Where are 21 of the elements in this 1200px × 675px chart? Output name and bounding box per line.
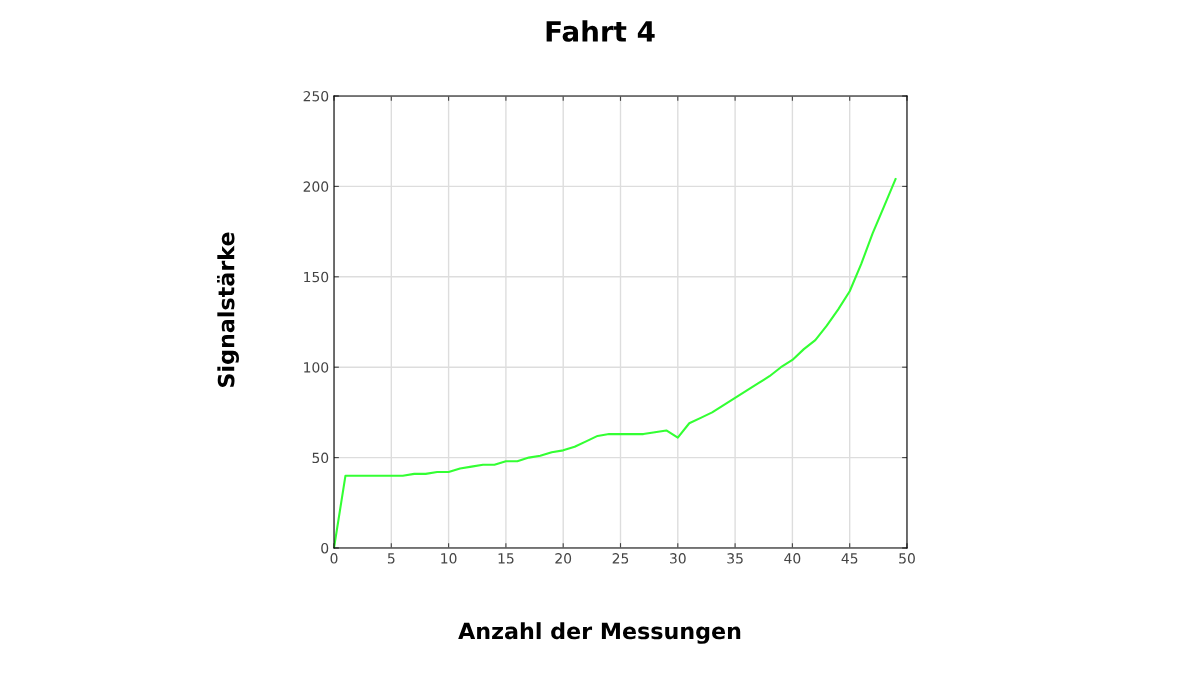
x-tick-label: 5 [387,553,395,564]
y-tick-label: 0 [321,542,329,554]
x-tick-label: 40 [784,553,801,564]
x-tick-label: 50 [899,553,915,564]
x-axis-title: Anzahl der Messungen [458,622,741,644]
y-axis-title: Signalstärke [217,232,239,387]
line-series [334,178,897,548]
x-tick-label: 20 [555,553,572,564]
y-tick-label: 100 [304,362,329,373]
x-tick-label: 30 [670,553,686,564]
x-tick-label: 35 [727,553,743,564]
x-tick-label: 45 [841,553,858,564]
y-tick-label: 50 [312,452,329,464]
y-tick-label: 250 [303,90,329,102]
x-tick-label: 15 [498,553,514,564]
x-tick-label: 10 [441,553,457,564]
x-tick-label: 0 [330,553,338,564]
chart-title: Fahrt 4 [546,20,655,42]
y-tick-label: 200 [303,181,329,192]
x-tick-label: 25 [612,553,629,564]
y-tick-label: 150 [304,271,329,283]
